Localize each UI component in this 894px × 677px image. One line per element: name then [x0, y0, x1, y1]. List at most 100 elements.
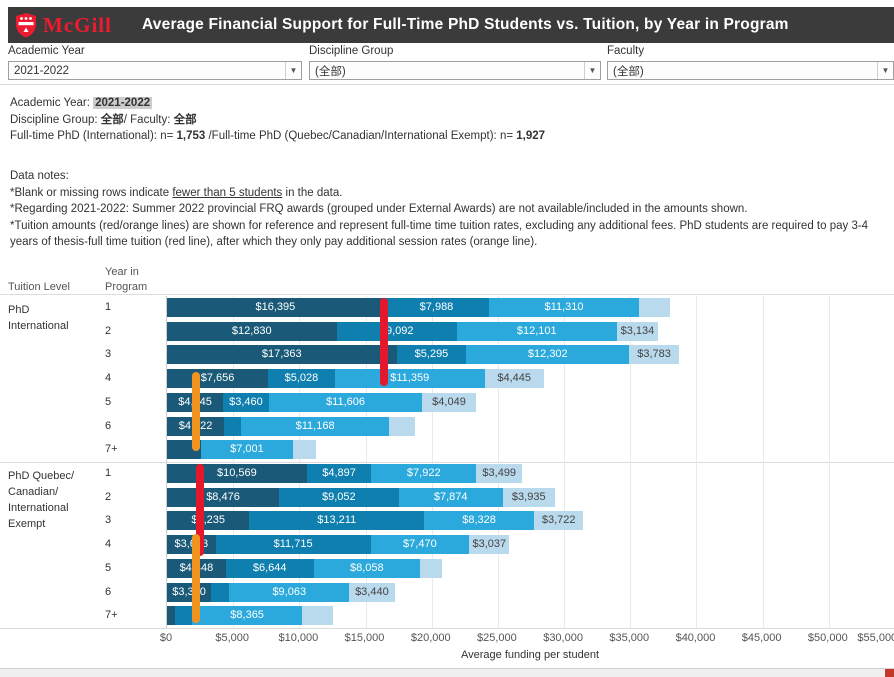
bar-segment-medium[interactable]: $3,460	[223, 392, 269, 412]
chevron-down-icon[interactable]: ▼	[584, 62, 600, 79]
bar-segment-light[interactable]: $7,001	[200, 440, 294, 460]
mcgill-wordmark: McGill	[43, 12, 112, 37]
bar-segment-light[interactable]: $11,168	[241, 416, 389, 436]
mcgill-crest-icon	[16, 13, 36, 38]
bar-segment-light[interactable]: $9,063	[229, 582, 350, 602]
bar-segment-pale[interactable]: $3,134	[616, 321, 659, 341]
bar-segment-light[interactable]: $12,302	[466, 345, 630, 365]
bar-segment-medium[interactable]: $6,644	[225, 558, 314, 578]
bar-segment-light[interactable]: $11,359	[334, 369, 485, 389]
gridline	[762, 296, 764, 628]
tuition-line-red[interactable]	[380, 298, 389, 386]
bar-segment-pale[interactable]	[638, 298, 671, 317]
bar-segment-dark[interactable]: $3,340	[167, 582, 212, 602]
bar-segment-dark[interactable]: $8,476	[167, 487, 280, 507]
bar-segment-dark[interactable]: $12,830	[167, 321, 337, 341]
tuition-line-orange[interactable]	[192, 533, 201, 623]
x-tick-label: $20,000	[410, 632, 451, 644]
bar-segment-light[interactable]: $7,922	[371, 464, 477, 483]
x-tick-label: $45,000	[741, 632, 782, 644]
bar-segment-pale[interactable]	[293, 440, 316, 460]
bar-segment-light[interactable]: $7,470	[370, 535, 470, 555]
chevron-down-icon[interactable]: ▼	[285, 62, 301, 79]
bar-segment-medium[interactable]: $5,295	[396, 345, 467, 365]
tuition-line-red[interactable]	[196, 464, 205, 557]
year-label: 6	[105, 585, 112, 598]
bar-segment-pale[interactable]: $3,935	[502, 487, 555, 507]
bar-segment-medium[interactable]: $9,092	[336, 321, 457, 341]
bar-segment-pale[interactable]	[388, 416, 416, 436]
year-label: 3	[105, 348, 112, 361]
bar-segment-dark[interactable]: $7,656	[167, 369, 269, 389]
column-header-tuition-level: Tuition Level	[8, 281, 70, 293]
bar-segment-medium[interactable]: $4,897	[306, 464, 372, 483]
bar-row: $3,683$11,715$7,470$3,037	[167, 535, 894, 555]
bar-segment-medium[interactable]	[211, 582, 230, 602]
bar-segment-medium[interactable]: $11,715	[215, 535, 371, 555]
bar-segment-dark[interactable]: $16,395	[167, 298, 384, 317]
bar-segment-light[interactable]: $8,365	[191, 606, 303, 626]
bar-segment-pale[interactable]: $3,440	[349, 582, 395, 602]
bar-row: $4,245$3,460$11,606$4,049	[167, 392, 894, 412]
year-label: 7+	[105, 443, 118, 456]
x-tick-label: $35,000	[609, 632, 650, 644]
x-tick-label: $10,000	[278, 632, 319, 644]
bar-segment-pale[interactable]	[420, 558, 442, 578]
bar-segment-medium[interactable]	[174, 606, 192, 626]
faculty-dropdown[interactable]: (全部) ▼	[607, 61, 894, 80]
bar-segment-pale[interactable]: $3,722	[534, 511, 584, 531]
x-axis: $0 $5,000 $10,000 $15,000 $20,000 $25,000 $30,…	[160, 632, 894, 646]
bar-segment-light[interactable]: $7,874	[398, 487, 503, 507]
data-notes: Data notes: *Blank or missing rows indic…	[10, 168, 886, 251]
gridline	[233, 296, 235, 628]
scrollbar-end-marker[interactable]	[885, 669, 894, 677]
gridline	[497, 296, 499, 628]
tuition-level-label: PhD Quebec/Canadian/International Exempt	[8, 470, 75, 530]
bar-segment-medium[interactable]: $7,988	[383, 298, 490, 317]
year-label: 3	[105, 514, 112, 527]
bar-segment-dark[interactable]	[167, 606, 175, 626]
bar-segment-medium[interactable]: $13,211	[249, 511, 425, 531]
bar-segment-dark[interactable]: $6,235	[167, 511, 250, 531]
bar-segment-dark[interactable]: $10,569	[167, 464, 307, 483]
bar-segment-light[interactable]: $11,310	[489, 298, 639, 317]
filter-divider	[0, 84, 894, 85]
year-label: 5	[105, 395, 112, 408]
bar-segment-light[interactable]: $8,328	[424, 511, 535, 531]
filter-label: Discipline Group	[309, 45, 394, 57]
bar-segment-pale[interactable]: $3,783	[629, 345, 680, 365]
bar-segment-dark[interactable]: $17,363	[167, 345, 397, 365]
tuition-line-orange[interactable]	[192, 371, 201, 451]
bar-segment-medium[interactable]	[224, 416, 242, 436]
bar-segment-medium[interactable]: $9,052	[279, 487, 399, 507]
academic-year-dropdown[interactable]: 2021-2022 ▼	[8, 61, 302, 80]
filter-academic-year: Academic Year 2021-2022 ▼	[8, 45, 302, 80]
x-tick-label: $40,000	[675, 632, 716, 644]
bar-segment-pale[interactable]: $3,037	[469, 535, 510, 555]
bar-segment-light[interactable]: $12,101	[456, 321, 617, 341]
horizontal-scrollbar[interactable]	[0, 668, 894, 677]
bar-row: $8,365	[167, 606, 894, 626]
note-tuition-lines: *Tuition amounts (red/orange lines) are …	[10, 219, 869, 249]
x-tick-label: $15,000	[344, 632, 385, 644]
bar-segment-pale[interactable]: $4,049	[422, 392, 476, 412]
bar-segment-pale[interactable]: $3,499	[476, 464, 523, 483]
x-tick-label: $0	[159, 632, 173, 644]
chevron-down-icon[interactable]: ▼	[877, 62, 893, 79]
bar-row: $8,476 $9,052 $7,874 $3,935	[167, 487, 894, 507]
year-label: 5	[105, 561, 112, 574]
bar-segment-medium[interactable]: $5,028	[268, 369, 335, 389]
bar-row: $3,340 $9,063 $3,440	[167, 582, 894, 602]
bar-segment-pale[interactable]: $4,445	[484, 369, 544, 389]
bar-segment-light[interactable]: $8,058	[313, 558, 421, 578]
summary-counts: Full-time PhD (International): n= 1,753 …	[10, 130, 546, 142]
bar-group: $10,569 $4,897 $7,922 $3,499 $8,476 $9,052 $7,…	[167, 462, 894, 628]
discipline-group-dropdown[interactable]: (全部) ▼	[309, 61, 601, 80]
year-label: 4	[105, 538, 112, 551]
bar-row: $12,830 $9,092 $12,101 $3,134	[167, 321, 894, 341]
bar-row: $4,322$11,168	[167, 416, 894, 436]
bar-segment-light[interactable]: $11,606	[268, 392, 423, 412]
bar-segment-pale[interactable]	[302, 606, 333, 626]
year-label: 2	[105, 324, 112, 337]
